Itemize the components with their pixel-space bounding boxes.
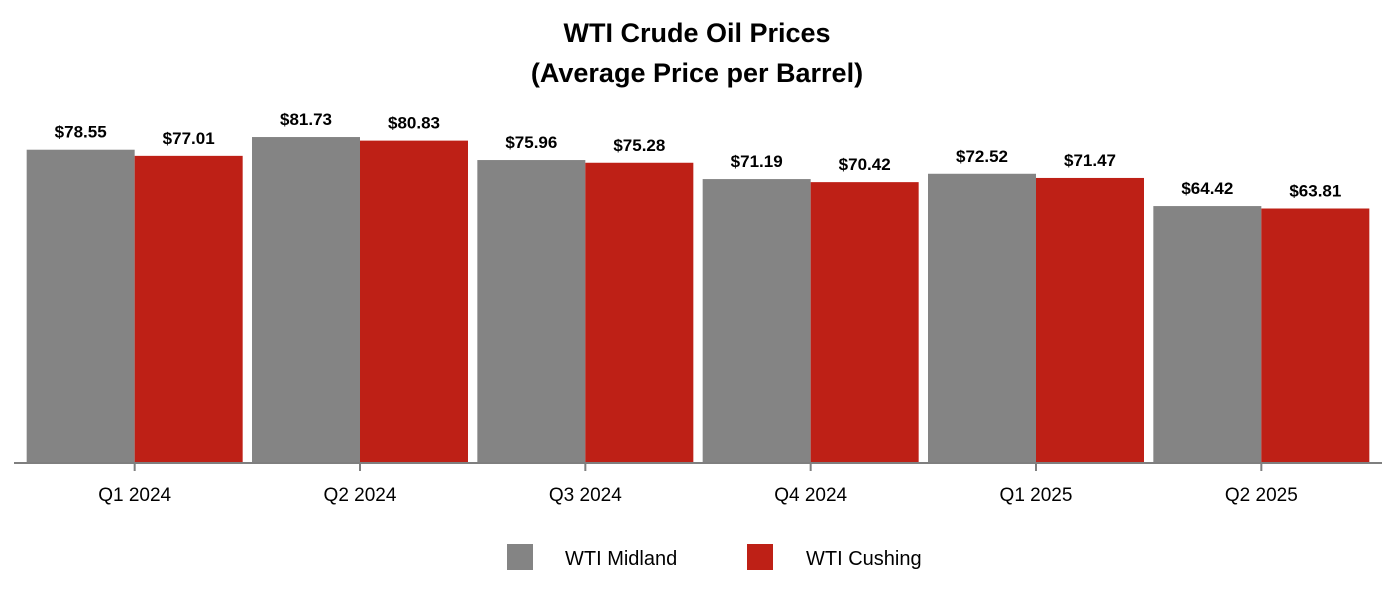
value-label: $70.42 [839,155,891,174]
chart-title: WTI Crude Oil Prices [563,18,830,48]
value-label: $75.96 [505,133,557,152]
legend-label-wti-midland: WTI Midland [565,548,677,570]
x-tick-label: Q2 2025 [1225,485,1298,506]
x-tick-labels-group: Q1 2024 Q2 2024 Q3 2024 Q4 2024 Q1 2025 Q2 20… [98,485,1298,506]
bar-wti-midland-q1-2025 [928,173,1036,464]
value-label: $77.01 [163,129,215,148]
legend: WTI Midland WTI Cushing [507,544,922,570]
bar-wti-midland-q2-2025 [1153,206,1262,463]
bar-wti-midland-q3-2024 [477,160,586,463]
legend-swatch-wti-cushing [747,544,773,570]
value-label: $64.42 [1181,179,1233,198]
legend-swatch-wti-midland [507,544,533,570]
value-label: $80.83 [388,114,440,133]
value-label: $81.73 [280,110,332,129]
x-tick-label: Q1 2025 [1000,485,1073,506]
x-tick-label: Q1 2024 [98,485,171,506]
value-label: $75.28 [613,136,665,155]
legend-label-wti-cushing: WTI Cushing [806,548,922,570]
value-label: $72.52 [956,147,1008,166]
bars-group [26,137,1370,464]
bar-wti-midland-q4-2024 [702,179,811,463]
x-ticks-group [133,463,1263,471]
x-tick-label: Q4 2024 [774,485,847,506]
bar-wti-cushing-q2-2024 [360,140,468,464]
bar-wti-cushing-q1-2025 [1036,177,1144,463]
value-labels-group: $78.55 $77.01 $81.73 $80.83 $75.96 $75.28 $71.… [55,110,1342,200]
bar-wti-cushing-q4-2024 [810,182,919,463]
bar-wti-midland-q1-2024 [26,149,135,463]
bar-wti-midland-q2-2024 [252,137,360,464]
x-tick-label: Q2 2024 [324,485,397,506]
value-label: $71.47 [1064,151,1116,170]
chart-subtitle: (Average Price per Barrel) [531,58,863,88]
bar-wti-cushing-q2-2025 [1261,208,1370,463]
bar-wti-cushing-q1-2024 [134,155,243,463]
x-tick-label: Q3 2024 [549,485,622,506]
bar-wti-cushing-q3-2024 [585,162,694,463]
value-label: $63.81 [1289,182,1341,201]
value-label: $78.55 [55,123,107,142]
value-label: $71.19 [731,152,783,171]
